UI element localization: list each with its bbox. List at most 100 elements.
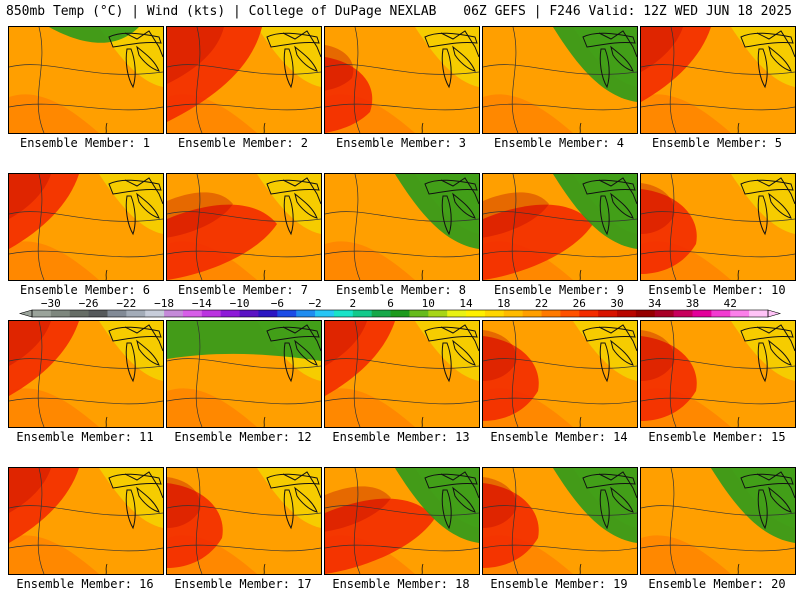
temperature-field bbox=[641, 174, 795, 280]
map-title: 850mb Temp (°C) | Wind (kts) | College o… bbox=[6, 4, 437, 19]
ensemble-member-map bbox=[324, 173, 480, 281]
colorbar-swatch bbox=[390, 310, 410, 317]
ensemble-member-label: Ensemble Member: 2 bbox=[177, 136, 309, 150]
great-lakes-outline bbox=[421, 324, 479, 427]
ensemble-member-map bbox=[8, 173, 164, 281]
great-lakes-outline bbox=[737, 471, 795, 574]
ensemble-member-label: Ensemble Member: 14 bbox=[490, 430, 628, 444]
colorbar-swatch bbox=[711, 310, 731, 317]
temperature-field bbox=[9, 468, 163, 574]
colorbar-tick-label: −2 bbox=[308, 297, 321, 310]
colorbar-swatch bbox=[220, 310, 240, 317]
great-lakes-outline bbox=[105, 324, 163, 427]
ensemble-member-label: Ensemble Member: 4 bbox=[493, 136, 625, 150]
temperature-field bbox=[167, 174, 321, 280]
colorbar-tick-label: 26 bbox=[573, 297, 586, 310]
colorbar-tick-label: 6 bbox=[387, 297, 394, 310]
great-lakes-outline bbox=[263, 30, 321, 133]
ensemble-member-map bbox=[166, 467, 322, 575]
colorbar-swatch bbox=[371, 310, 391, 317]
great-lakes-outline bbox=[737, 177, 795, 280]
colorbar-swatch bbox=[522, 310, 542, 317]
temperature-field bbox=[483, 27, 637, 133]
ensemble-member-label: Ensemble Member: 8 bbox=[335, 283, 467, 297]
colorbar-tick-label: −10 bbox=[230, 297, 250, 310]
colorbar-swatch bbox=[239, 310, 259, 317]
great-lakes-outline bbox=[421, 471, 479, 574]
great-lakes-outline bbox=[105, 30, 163, 133]
colorbar-tick-label: −30 bbox=[41, 297, 61, 310]
temperature-field bbox=[9, 321, 163, 427]
temperature-field bbox=[9, 27, 163, 133]
ensemble-member-map bbox=[482, 26, 638, 134]
ensemble-member-map bbox=[8, 320, 164, 428]
great-lakes-outline bbox=[105, 471, 163, 574]
colorbar-tick-label: 22 bbox=[535, 297, 548, 310]
temperature-colorbar: −30 −26 −22 −18 −14 −10 −6 −2 2 6 10 14 18 22 26 30 34 38… bbox=[18, 297, 782, 318]
temperature-field bbox=[483, 468, 637, 574]
ensemble-member-label: Ensemble Member: 13 bbox=[332, 430, 470, 444]
temperature-field bbox=[325, 468, 479, 574]
ensemble-member-map bbox=[324, 320, 480, 428]
colorbar-tick-label: −26 bbox=[79, 297, 99, 310]
colorbar-swatch bbox=[579, 310, 599, 317]
ensemble-member-map bbox=[640, 320, 796, 428]
colorbar-tick-label: −22 bbox=[116, 297, 136, 310]
colorbar-swatch bbox=[692, 310, 712, 317]
ensemble-member-map bbox=[166, 26, 322, 134]
temperature-field bbox=[167, 468, 321, 574]
colorbar-swatch bbox=[50, 310, 71, 317]
ensemble-member-label: Ensemble Member: 5 bbox=[651, 136, 783, 150]
ensemble-member-map bbox=[324, 467, 480, 575]
colorbar-tick-label: −14 bbox=[192, 297, 212, 310]
colorbar-tick-label: 34 bbox=[648, 297, 662, 310]
colorbar-swatch bbox=[428, 310, 448, 317]
colorbar-swatch bbox=[541, 310, 561, 317]
ensemble-member-map bbox=[640, 467, 796, 575]
temperature-field bbox=[641, 468, 795, 574]
colorbar-swatch bbox=[201, 310, 222, 317]
colorbar-swatch bbox=[503, 310, 524, 317]
ensemble-member-label: Ensemble Member: 7 bbox=[177, 283, 309, 297]
colorbar-swatch bbox=[107, 310, 127, 317]
great-lakes-outline bbox=[263, 177, 321, 280]
colorbar-swatch bbox=[315, 310, 335, 317]
ensemble-member-label: Ensemble Member: 19 bbox=[490, 577, 628, 591]
colorbar-swatch bbox=[145, 310, 165, 317]
great-lakes-outline bbox=[737, 30, 795, 133]
temperature-field bbox=[325, 174, 479, 280]
ensemble-member-map bbox=[8, 26, 164, 134]
temperature-field bbox=[641, 27, 795, 133]
temperature-field bbox=[483, 321, 637, 427]
ensemble-member-label: Ensemble Member: 16 bbox=[16, 577, 154, 591]
temperature-field bbox=[641, 321, 795, 427]
ensemble-member-label: Ensemble Member: 18 bbox=[332, 577, 470, 591]
ensemble-member-map bbox=[482, 467, 638, 575]
colorbar-swatch bbox=[560, 310, 580, 317]
ensemble-member-label: Ensemble Member: 20 bbox=[648, 577, 786, 591]
ensemble-member-label: Ensemble Member: 1 bbox=[19, 136, 151, 150]
colorbar-swatch bbox=[447, 310, 467, 317]
great-lakes-outline bbox=[579, 324, 637, 427]
ensemble-member-label: Ensemble Member: 12 bbox=[174, 430, 312, 444]
temperature-field bbox=[167, 27, 321, 133]
ensemble-member-map bbox=[640, 173, 796, 281]
ensemble-member-map bbox=[8, 467, 164, 575]
ensemble-member-map bbox=[324, 26, 480, 134]
ensemble-member-label: Ensemble Member: 10 bbox=[648, 283, 786, 297]
great-lakes-outline bbox=[263, 324, 321, 427]
great-lakes-outline bbox=[579, 471, 637, 574]
great-lakes-outline bbox=[737, 324, 795, 427]
great-lakes-outline bbox=[105, 177, 163, 280]
temperature-field bbox=[325, 321, 479, 427]
colorbar-swatch bbox=[277, 310, 297, 317]
colorbar-swatch bbox=[88, 310, 108, 317]
colorbar-swatch bbox=[673, 310, 693, 317]
colorbar-swatch bbox=[352, 310, 373, 317]
great-lakes-outline bbox=[579, 177, 637, 280]
ensemble-member-label: Ensemble Member: 9 bbox=[493, 283, 625, 297]
colorbar-swatch bbox=[617, 310, 637, 317]
colorbar-swatch bbox=[635, 310, 656, 317]
colorbar-swatch bbox=[409, 310, 429, 317]
ensemble-member-label: Ensemble Member: 3 bbox=[335, 136, 467, 150]
